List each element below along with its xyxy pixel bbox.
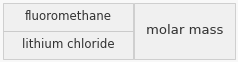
FancyBboxPatch shape <box>134 3 235 59</box>
FancyBboxPatch shape <box>3 3 133 31</box>
FancyBboxPatch shape <box>3 31 133 59</box>
Text: lithium chloride: lithium chloride <box>22 39 114 52</box>
Text: molar mass: molar mass <box>146 24 223 38</box>
Text: fluoromethane: fluoromethane <box>25 10 111 23</box>
